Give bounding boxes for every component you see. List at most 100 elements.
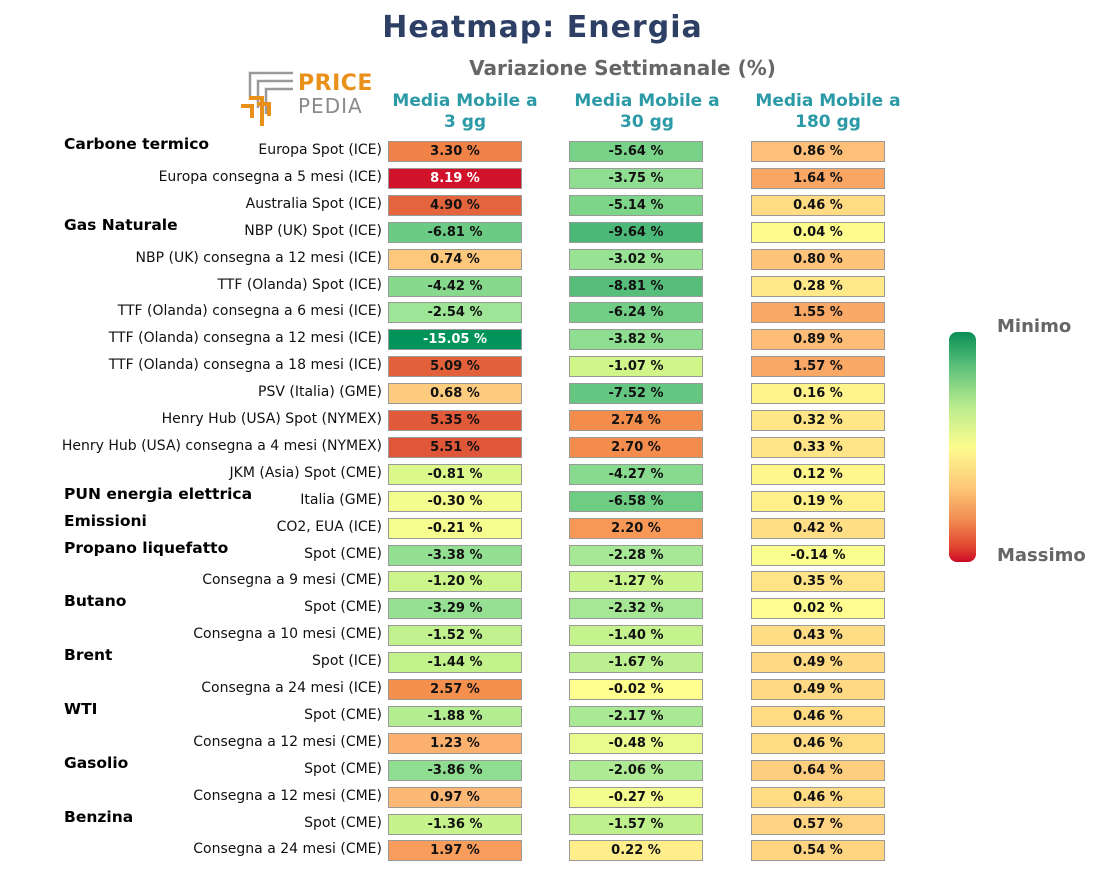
- heatmap-cell: -1.27 %: [569, 571, 703, 593]
- row-label: Consegna a 24 mesi (CME): [193, 841, 382, 858]
- heatmap-cell: -0.02 %: [569, 679, 703, 700]
- row-label: TTF (Olanda) Spot (ICE): [217, 276, 382, 293]
- heatmap-cell: -0.30 %: [388, 490, 522, 512]
- heatmap-cell: -0.48 %: [569, 732, 703, 754]
- heatmap-cell: 0.74 %: [388, 248, 522, 270]
- heatmap-cell: -5.14 %: [569, 194, 703, 216]
- heatmap-cell: -4.42 %: [388, 275, 522, 297]
- heatmap-cell: 0.57 %: [751, 813, 885, 835]
- row-label: JKM (Asia) Spot (CME): [229, 464, 382, 481]
- heatmap-cell: 2.74 %: [569, 410, 703, 431]
- column-header-line: Media Mobile a: [755, 91, 901, 111]
- heatmap-cell: 0.19 %: [751, 490, 885, 512]
- legend-max-label: Massimo: [997, 545, 1086, 566]
- heatmap-cell: 0.97 %: [388, 786, 522, 808]
- group-label: Gasolio: [64, 753, 129, 772]
- column-header-30gg: Media Mobile a 30 gg: [547, 91, 747, 133]
- heatmap-cell: 0.46 %: [751, 732, 885, 754]
- heatmap-cell: 5.51 %: [388, 436, 522, 458]
- group-label: Benzina: [64, 807, 134, 826]
- row-label: Spot (CME): [304, 545, 382, 562]
- heatmap-cell: -5.64 %: [569, 141, 703, 162]
- heatmap-cell: 0.49 %: [751, 679, 885, 700]
- heatmap-cell: -15.05 %: [388, 329, 522, 351]
- heatmap-cell: -2.17 %: [569, 705, 703, 727]
- heatmap-cell: -1.20 %: [388, 571, 522, 593]
- heatmap-cell: -1.44 %: [388, 652, 522, 674]
- heatmap-cell: -6.81 %: [388, 221, 522, 243]
- heatmap-cell: -1.67 %: [569, 652, 703, 674]
- heatmap-cell: 0.46 %: [751, 194, 885, 216]
- column-header-3gg: Media Mobile a 3 gg: [365, 91, 565, 133]
- heatmap-cell: -9.64 %: [569, 221, 703, 243]
- heatmap-cell: 4.90 %: [388, 194, 522, 216]
- row-label: Consegna a 12 mesi (CME): [193, 733, 382, 750]
- logo-mark-icon: [241, 71, 293, 126]
- row-label: Spot (ICE): [312, 653, 382, 670]
- row-label: Europa consegna a 5 mesi (ICE): [158, 168, 382, 185]
- heatmap-cell: 0.54 %: [751, 840, 885, 862]
- column-header-line: 180 gg: [795, 112, 861, 132]
- heatmap-cell: -0.14 %: [751, 544, 885, 566]
- heatmap-cell: 1.97 %: [388, 840, 522, 862]
- heatmap-cell: 0.28 %: [751, 275, 885, 297]
- row-label: Consegna a 24 mesi (ICE): [201, 680, 382, 696]
- row-label: Consegna a 12 mesi (CME): [193, 787, 382, 804]
- heatmap-cell: 0.12 %: [751, 463, 885, 485]
- heatmap-cell: -0.81 %: [388, 463, 522, 485]
- heatmap-cell: -1.07 %: [569, 356, 703, 378]
- group-label: Propano liquefatto: [64, 538, 229, 557]
- heatmap-cell: 0.33 %: [751, 436, 885, 458]
- heatmap-cell: -3.82 %: [569, 329, 703, 351]
- heatmap-cell: 1.57 %: [751, 356, 885, 378]
- heatmap-cell: -1.40 %: [569, 625, 703, 647]
- row-label: TTF (Olanda) consegna a 12 mesi (ICE): [108, 330, 382, 347]
- heatmap-cell: -4.27 %: [569, 463, 703, 485]
- column-header-line: Media Mobile a: [574, 91, 720, 111]
- heatmap-cell: -2.54 %: [388, 302, 522, 324]
- heatmap-cell: -0.27 %: [569, 786, 703, 808]
- heatmap-cell: 0.89 %: [751, 329, 885, 351]
- color-scale-bar: [949, 332, 976, 562]
- column-header-line: Media Mobile a: [392, 91, 538, 111]
- row-label: Henry Hub (USA) consegna a 4 mesi (NYMEX…: [61, 437, 382, 454]
- heatmap-cell: -0.21 %: [388, 517, 522, 539]
- heatmap-cell: -1.36 %: [388, 813, 522, 835]
- group-label: PUN energia elettrica: [64, 484, 253, 503]
- group-label: Butano: [64, 592, 127, 611]
- heatmap-cell: 5.09 %: [388, 356, 522, 378]
- chart-subtitle: Variazione Settimanale (%): [469, 56, 776, 80]
- heatmap-cell: 0.43 %: [751, 625, 885, 647]
- heatmap-cell: 8.19 %: [388, 167, 522, 189]
- heatmap-cell: -2.06 %: [569, 759, 703, 781]
- logo-pedia-text: PEDIA: [298, 94, 363, 118]
- heatmap-cell: 2.57 %: [388, 679, 522, 700]
- legend-min-label: Minimo: [997, 316, 1072, 337]
- heatmap-cell: 0.04 %: [751, 221, 885, 243]
- heatmap-cell: 2.20 %: [569, 517, 703, 539]
- row-label: Spot (CME): [304, 599, 382, 616]
- heatmap-cell: 0.35 %: [751, 571, 885, 593]
- group-label: Carbone termico: [64, 135, 210, 153]
- heatmap-cell: -3.86 %: [388, 759, 522, 781]
- heatmap-cell: 0.42 %: [751, 517, 885, 539]
- heatmap-cell: 3.30 %: [388, 141, 522, 162]
- heatmap-cell: -8.81 %: [569, 275, 703, 297]
- heatmap-cell: 0.64 %: [751, 759, 885, 781]
- heatmap-cell: -6.24 %: [569, 302, 703, 324]
- heatmap-cell: -3.38 %: [388, 544, 522, 566]
- heatmap-cell: -3.29 %: [388, 598, 522, 620]
- pricepedia-logo: PRICE PEDIA: [238, 70, 372, 132]
- heatmap-cell: 0.02 %: [751, 598, 885, 620]
- heatmap-cell: 2.70 %: [569, 436, 703, 458]
- heatmap-cell: 1.64 %: [751, 167, 885, 189]
- row-label: Australia Spot (ICE): [245, 195, 382, 212]
- heatmap-cell: 0.49 %: [751, 652, 885, 674]
- heatmap-cell: 1.23 %: [388, 732, 522, 754]
- heatmap-cell: -1.88 %: [388, 705, 522, 727]
- heatmap-cell: -3.75 %: [569, 167, 703, 189]
- heatmap-cell: -2.32 %: [569, 598, 703, 620]
- row-label: Spot (CME): [304, 706, 382, 723]
- column-header-line: 3 gg: [443, 112, 487, 132]
- heatmap-cell: 0.32 %: [751, 410, 885, 431]
